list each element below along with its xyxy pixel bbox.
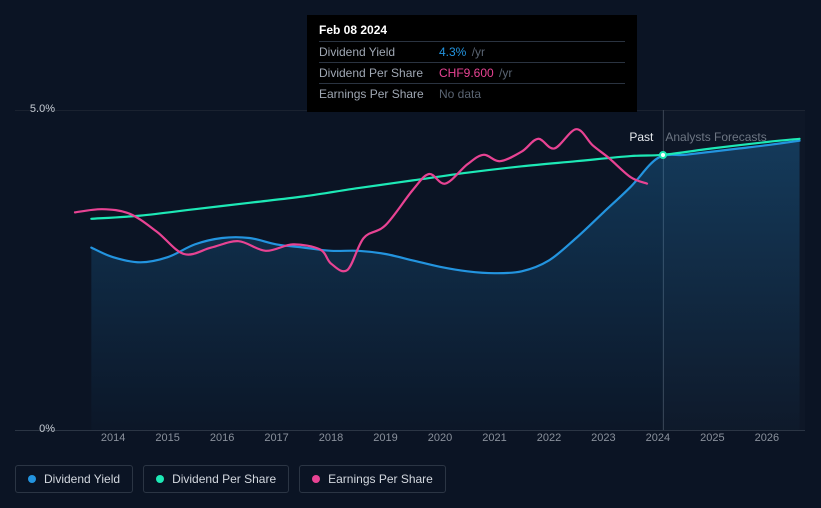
tooltip-row-value: CHF9.600 /yr [439, 66, 512, 80]
tooltip-row: Earnings Per Share No data [319, 83, 625, 104]
dividend-chart: Feb 08 2024 Dividend Yield 4.3% /yr Divi… [0, 0, 821, 508]
x-axis-tick: 2019 [373, 432, 397, 444]
plot-area[interactable]: 5.0% 0% [15, 110, 805, 430]
legend-dot-icon [156, 475, 164, 483]
legend-item-label: Earnings Per Share [328, 472, 433, 486]
legend-item-label: Dividend Yield [44, 472, 120, 486]
tooltip-row-value: No data [439, 87, 483, 101]
tooltip-row-label: Dividend Yield [319, 45, 439, 59]
x-axis-tick: 2023 [591, 432, 615, 444]
x-axis-tick: 2014 [101, 432, 125, 444]
tooltip-row: Dividend Per Share CHF9.600 /yr [319, 62, 625, 83]
chart-legend: Dividend Yield Dividend Per Share Earnings… [15, 465, 446, 493]
legend-item-label: Dividend Per Share [172, 472, 276, 486]
tooltip-row: Dividend Yield 4.3% /yr [319, 41, 625, 62]
gridline-bottom [15, 430, 805, 431]
x-axis-tick: 2022 [537, 432, 561, 444]
legend-item[interactable]: Dividend Per Share [143, 465, 289, 493]
tooltip-row-unit: /yr [496, 66, 513, 80]
x-axis-tick: 2025 [700, 432, 724, 444]
legend-dot-icon [28, 475, 36, 483]
tooltip-row-label: Dividend Per Share [319, 66, 439, 80]
x-axis-labels: 2014 2015 2016 2017 2018 2019 2020 2021 2022 2023… [15, 432, 805, 446]
tooltip-row-unit: /yr [468, 45, 485, 59]
forecast-label: Analysts Forecasts [665, 130, 766, 144]
y-axis-label-top: 5.0% [15, 103, 55, 115]
present-marker [659, 151, 667, 159]
tooltip-date: Feb 08 2024 [319, 23, 625, 41]
x-axis-tick: 2024 [646, 432, 670, 444]
tooltip-row-label: Earnings Per Share [319, 87, 439, 101]
tooltip-row-value: 4.3% /yr [439, 45, 485, 59]
legend-dot-icon [312, 475, 320, 483]
x-axis-tick: 2020 [428, 432, 452, 444]
x-axis-tick: 2021 [482, 432, 506, 444]
x-axis-tick: 2026 [755, 432, 779, 444]
legend-item[interactable]: Earnings Per Share [299, 465, 446, 493]
plot-svg [15, 110, 805, 430]
chart-tooltip: Feb 08 2024 Dividend Yield 4.3% /yr Divi… [307, 15, 637, 112]
x-axis-tick: 2017 [264, 432, 288, 444]
past-forecast-labels: Past Analysts Forecasts [629, 130, 766, 144]
x-axis-tick: 2015 [155, 432, 179, 444]
x-axis-tick: 2018 [319, 432, 343, 444]
x-axis-tick: 2016 [210, 432, 234, 444]
legend-item[interactable]: Dividend Yield [15, 465, 133, 493]
past-label: Past [629, 130, 653, 144]
